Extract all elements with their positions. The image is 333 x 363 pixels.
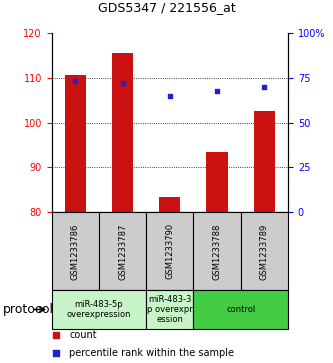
Bar <box>52 290 146 329</box>
Text: percentile rank within the sample: percentile rank within the sample <box>69 348 234 358</box>
Point <box>214 88 220 94</box>
Text: GDS5347 / 221556_at: GDS5347 / 221556_at <box>98 1 235 15</box>
Point <box>210 280 215 285</box>
Bar <box>193 290 288 329</box>
Bar <box>99 212 146 290</box>
Text: count: count <box>69 330 97 340</box>
Text: GSM1233788: GSM1233788 <box>212 223 222 280</box>
Bar <box>146 212 193 290</box>
Point <box>120 80 125 86</box>
Text: protocol: protocol <box>3 303 54 316</box>
Text: GSM1233789: GSM1233789 <box>260 223 269 280</box>
Bar <box>241 212 288 290</box>
Bar <box>112 53 133 212</box>
Bar <box>193 212 241 290</box>
Point <box>73 78 78 84</box>
Text: miR-483-3
p overexpr
ession: miR-483-3 p overexpr ession <box>147 294 193 325</box>
Bar <box>206 152 228 212</box>
Text: miR-483-5p
overexpression: miR-483-5p overexpression <box>67 300 131 319</box>
Point <box>210 122 215 128</box>
Bar <box>159 197 180 212</box>
Bar <box>146 290 193 329</box>
Bar <box>254 111 275 212</box>
Point <box>262 85 267 90</box>
Point <box>167 93 172 98</box>
Bar <box>52 212 99 290</box>
Text: GSM1233790: GSM1233790 <box>165 223 174 280</box>
Text: control: control <box>226 305 255 314</box>
Bar <box>65 76 86 212</box>
Text: GSM1233786: GSM1233786 <box>71 223 80 280</box>
Text: GSM1233787: GSM1233787 <box>118 223 127 280</box>
